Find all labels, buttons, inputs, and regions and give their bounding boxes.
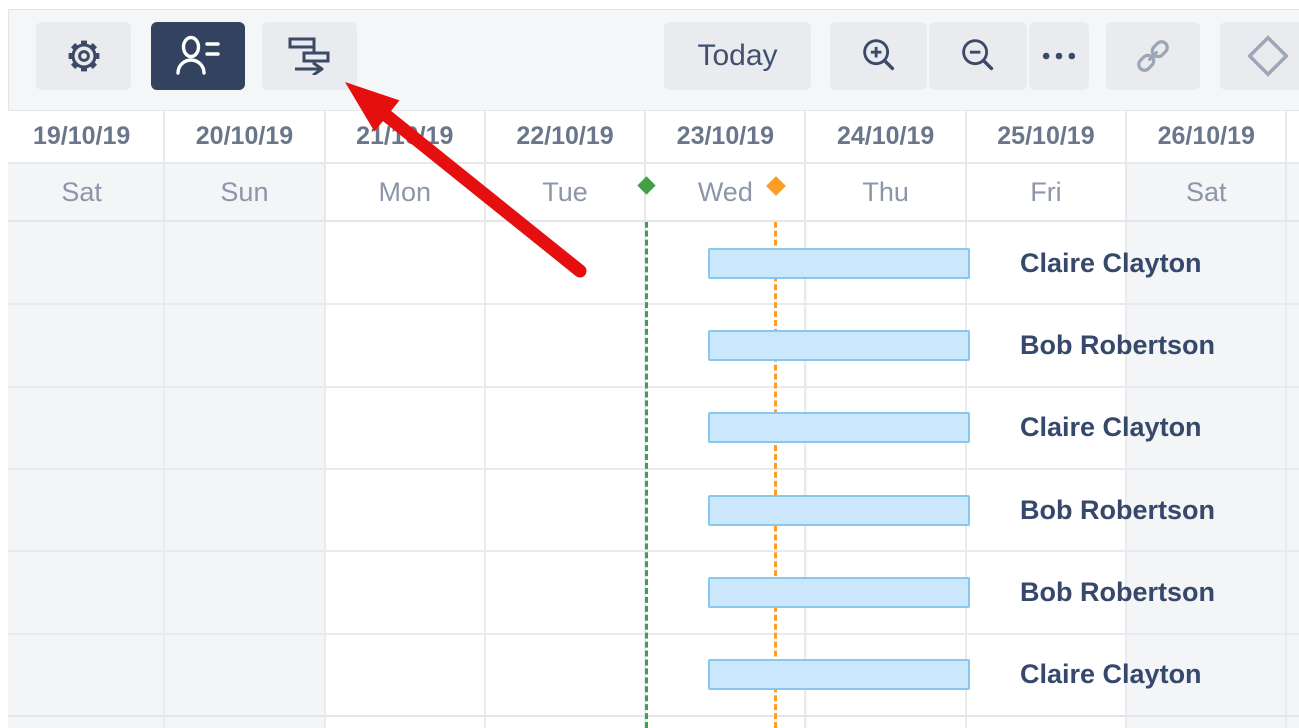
task-bar[interactable]: [708, 329, 970, 361]
day-label: Sat: [1185, 176, 1227, 207]
more-options-button[interactable]: [1029, 22, 1089, 90]
grid-column: [1127, 222, 1288, 728]
gantt-bars-icon: [288, 37, 332, 75]
day-header-row: Sat Sun Mon Tue Wed Thu Fri Sat: [0, 164, 1299, 222]
task-bar[interactable]: [708, 412, 970, 444]
day-cell: Wed: [646, 164, 807, 220]
date-cell: 24/10/19: [807, 111, 967, 162]
page-left-margin: [0, 0, 8, 728]
grid-column: [0, 222, 166, 728]
date-cell: 19/10/19: [0, 111, 166, 162]
row-separator: [0, 467, 1299, 470]
task-bar[interactable]: [708, 247, 970, 279]
link-icon: [1130, 33, 1176, 79]
assignee-label: Claire Clayton: [1020, 412, 1202, 443]
person-list-icon: [174, 32, 222, 80]
day-cell: Tue: [486, 164, 647, 220]
row-separator: [0, 550, 1299, 553]
date-cell: 25/10/19: [967, 111, 1128, 162]
task-bar[interactable]: [708, 494, 970, 526]
page-top-margin: [0, 0, 1299, 9]
row-separator: [0, 385, 1299, 388]
date-label: 24/10/19: [836, 122, 935, 150]
zoom-out-icon: [955, 33, 1001, 79]
gantt-view-button[interactable]: [262, 22, 357, 90]
diamond-icon: [1245, 33, 1291, 79]
today-button-label: Today: [697, 39, 778, 72]
date-label: 19/10/19: [32, 122, 131, 150]
day-label: Fri: [1030, 176, 1062, 207]
day-label: Mon: [378, 176, 431, 207]
zoom-in-icon: [856, 33, 902, 79]
date-cell: [1287, 111, 1299, 162]
milestone-button[interactable]: [1220, 22, 1299, 90]
today-button[interactable]: Today: [664, 22, 811, 90]
row-separator: [0, 303, 1299, 306]
assignee-label: Claire Clayton: [1020, 247, 1202, 278]
assignee-label: Bob Robertson: [1020, 329, 1215, 360]
assignee-label: Bob Robertson: [1020, 494, 1215, 525]
grid-column: [966, 222, 1128, 728]
date-label: 23/10/19: [676, 122, 774, 150]
date-label: 22/10/19: [516, 122, 614, 150]
day-cell: Sun: [165, 164, 326, 220]
assignee-label: Bob Robertson: [1020, 576, 1215, 607]
day-cell: Fri: [967, 164, 1128, 220]
day-cell: Sat: [1127, 164, 1288, 220]
task-bar[interactable]: [708, 576, 970, 608]
day-label: Tue: [542, 176, 588, 207]
day-label: Sun: [220, 176, 269, 207]
date-label: 20/10/19: [195, 122, 294, 150]
grid-column: [806, 222, 967, 728]
zoom-out-button[interactable]: [929, 22, 1027, 90]
date-header-row: 19/10/19 20/10/19 21/10/19 22/10/19 23/10/19…: [0, 110, 1299, 164]
date-cell: 22/10/19: [486, 111, 647, 162]
row-separator: [0, 632, 1299, 635]
day-cell: [1287, 164, 1299, 220]
resources-button[interactable]: [151, 22, 245, 90]
day-label: Wed: [697, 176, 753, 207]
settings-button[interactable]: [36, 22, 131, 90]
day-label: Sat: [61, 176, 102, 207]
gear-icon: [62, 34, 106, 78]
assignee-label: Claire Clayton: [1020, 659, 1202, 690]
grid-column: [646, 222, 807, 728]
start-marker-line: [644, 186, 648, 728]
date-label: 25/10/19: [997, 122, 1095, 150]
date-label: 21/10/19: [356, 122, 454, 150]
grid-column: [485, 222, 647, 728]
date-cell: 21/10/19: [326, 111, 486, 162]
gantt-grid: Claire Clayton Bob Robertson Claire Clayto…: [0, 186, 1299, 728]
date-cell: 26/10/19: [1127, 111, 1288, 162]
grid-column: [165, 222, 326, 728]
zoom-in-button[interactable]: [830, 22, 927, 90]
day-cell: Mon: [326, 164, 486, 220]
link-dependency-button[interactable]: [1106, 22, 1200, 90]
time-marker-line: [774, 186, 777, 728]
day-cell: Sat: [0, 164, 166, 220]
task-bar[interactable]: [708, 659, 970, 691]
grid-column: [325, 222, 486, 728]
ellipsis-icon: [1037, 34, 1081, 78]
date-cell: 20/10/19: [165, 111, 326, 162]
date-label: 26/10/19: [1157, 122, 1255, 150]
day-label: Thu: [862, 176, 909, 207]
row-separator: [0, 714, 1299, 717]
day-cell: Thu: [807, 164, 967, 220]
grid-column-partial: [1287, 222, 1299, 728]
date-cell: 23/10/19: [646, 111, 807, 162]
